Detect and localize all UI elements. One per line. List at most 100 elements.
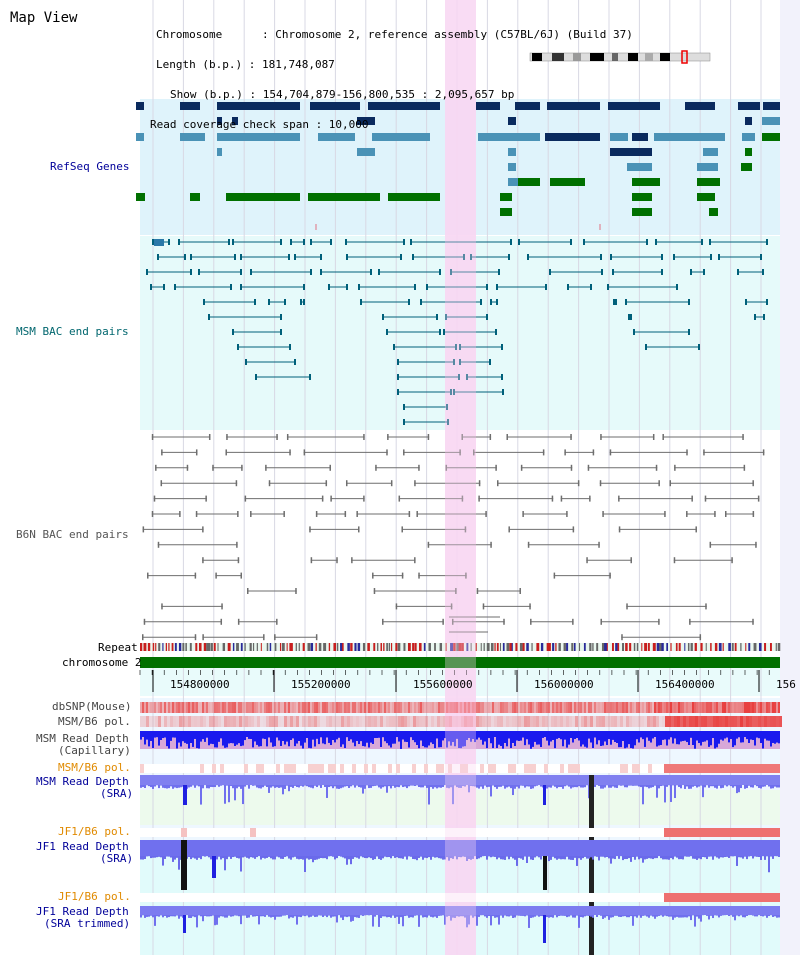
jf1-sra-depth-bar — [278, 856, 280, 858]
capillary-depth-bar — [438, 731, 440, 748]
repeat-element — [625, 643, 628, 651]
capillary-depth-gap — [298, 741, 300, 749]
capillary-depth-bar — [198, 731, 200, 749]
jf1-trim-depth-bar — [678, 915, 680, 918]
capillary-depth-bar — [374, 731, 376, 739]
capillary-depth-bar — [284, 731, 286, 745]
capillary-depth-bar — [342, 731, 344, 745]
repeat-element — [168, 643, 170, 651]
dbsnp-density — [718, 702, 720, 713]
capillary-depth-gap — [580, 746, 582, 749]
dbsnp-density — [412, 702, 414, 713]
repeat-element — [367, 643, 370, 651]
jf1-trim-depth-bar — [158, 915, 160, 917]
dbsnp-density — [654, 702, 656, 713]
capillary-depth-bar — [336, 731, 338, 740]
jf1-trim-depth-bar — [738, 915, 740, 917]
capillary-depth-bar — [476, 731, 478, 740]
jf1-sra-depth-bar — [528, 856, 530, 857]
dbsnp-density — [222, 702, 224, 713]
bac-end — [184, 254, 186, 260]
dbsnp-density — [474, 702, 476, 713]
msm-pol2-cell — [464, 764, 468, 773]
msm-pol-cell — [449, 716, 452, 727]
capillary-depth-gap — [362, 746, 364, 749]
dbsnp-density — [164, 702, 166, 713]
capillary-depth-bar — [456, 731, 458, 739]
jf1-trim-depth-bar — [192, 915, 194, 917]
capillary-depth-gap — [698, 743, 700, 749]
msm-pol-cell — [653, 716, 656, 727]
b6n-end — [202, 634, 204, 641]
jf1-sra-depth-bar — [604, 856, 606, 858]
msm-sra-depth-bar — [634, 785, 636, 786]
dbsnp-density — [676, 702, 678, 713]
jf1-trim-depth-bar — [204, 915, 206, 916]
capillary-depth-bar — [396, 731, 398, 738]
repeat-element — [328, 643, 331, 651]
bac-end — [163, 284, 165, 290]
jf1-trim-depth-bar — [766, 915, 768, 918]
bac-end — [612, 269, 614, 275]
dbsnp-density — [392, 702, 394, 713]
jf1-trim-depth-bar — [684, 915, 686, 918]
msm-sra-depth-bar — [470, 785, 472, 786]
capillary-depth-gap — [282, 741, 284, 749]
jf1-sra-depth-bar — [652, 856, 654, 860]
capillary-depth-bar — [190, 731, 192, 744]
capillary-depth-gap — [150, 741, 152, 749]
jf1-trim-depth-bar — [576, 915, 578, 916]
capillary-depth-gap — [460, 748, 462, 749]
msm-sra-spike — [543, 785, 546, 805]
repeat-element — [775, 643, 777, 651]
jf1-trim-depth-bar — [468, 915, 470, 925]
msm-sra-depth-bar — [236, 785, 238, 789]
refseq-genes-label[interactable]: RefSeq Genes — [50, 160, 130, 173]
jf1-sra-depth-bar — [692, 856, 694, 859]
capillary-depth-gap — [194, 738, 196, 749]
b6n-end — [265, 464, 267, 471]
b6n-end — [344, 511, 347, 517]
msm-sra-depth-bar — [224, 785, 226, 804]
capillary-depth-bar — [548, 731, 550, 746]
capillary-depth-bar — [472, 731, 474, 739]
gene-feature — [518, 178, 540, 186]
msm-sra-depth-bar — [482, 785, 484, 789]
ruler-tick-label: 155600000 — [413, 678, 473, 691]
capillary-depth-gap — [206, 737, 208, 749]
msm-pol-cell — [194, 716, 197, 727]
b6n-end — [274, 634, 276, 641]
jf1-trim-depth-bar — [560, 915, 562, 916]
msm-pol2-cell — [140, 764, 144, 773]
capillary-depth-gap — [682, 741, 684, 749]
msm-sra-depth-bar — [168, 785, 170, 789]
capillary-depth-gap — [478, 737, 480, 749]
bac-end — [701, 239, 703, 245]
jf1-sra-depth-bar — [540, 856, 542, 860]
capillary-depth-bar — [732, 731, 734, 748]
msm-pol-cell — [149, 716, 152, 727]
jf1-trim-depth-bar — [154, 915, 156, 926]
repeat-element — [298, 643, 300, 651]
capillary-depth-gap — [246, 737, 248, 749]
jf1-trim-depth-bar — [216, 915, 218, 925]
repeat-element — [203, 643, 207, 651]
capillary-depth-gap — [604, 741, 606, 749]
dbsnp-density — [698, 702, 700, 713]
capillary-depth-gap — [774, 743, 776, 749]
repeat-element — [373, 643, 376, 651]
msm-sra-depth-bar — [776, 785, 778, 788]
capillary-depth-bar — [344, 731, 346, 749]
bac-end — [549, 269, 551, 275]
bac-end — [168, 239, 170, 245]
bac-end — [498, 269, 500, 275]
jf1-sra-depth-bar — [150, 856, 152, 859]
msm-pol-cell — [740, 716, 743, 727]
jf1-trim-depth-bar — [720, 915, 722, 916]
repeat-element — [675, 643, 678, 651]
bac-end — [288, 254, 290, 260]
b6n-bac-label[interactable]: B6N BAC end pairs — [16, 528, 129, 541]
bac-end — [190, 269, 192, 275]
msm-bac-label[interactable]: MSM BAC end pairs — [16, 325, 129, 338]
msm-sra-depth-bar — [310, 785, 312, 788]
